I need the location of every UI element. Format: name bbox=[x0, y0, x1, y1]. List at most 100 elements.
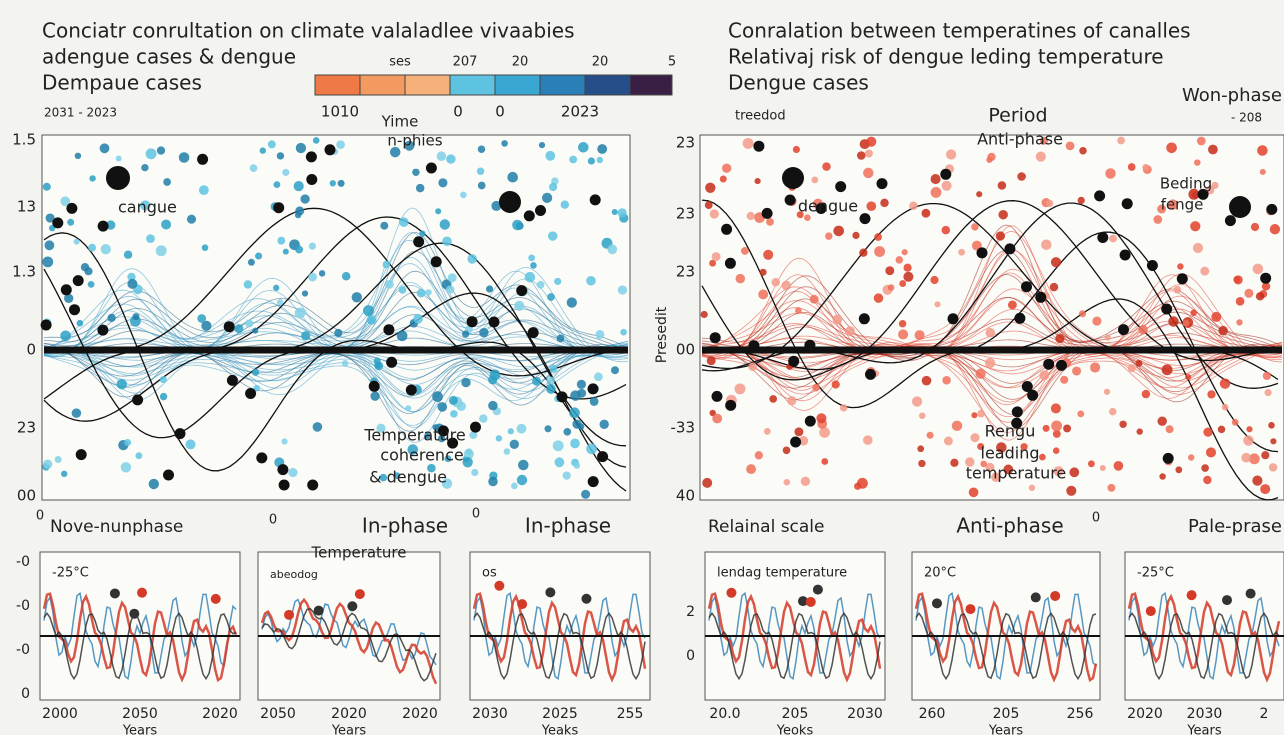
dot bbox=[594, 372, 603, 381]
annotation: dengue bbox=[798, 197, 858, 216]
dot bbox=[590, 397, 599, 406]
dot bbox=[1119, 421, 1126, 428]
x-tick-label: 2050 bbox=[122, 706, 158, 722]
black-dot bbox=[1260, 273, 1271, 284]
panel-title: Temperature bbox=[310, 544, 406, 562]
big-dot bbox=[106, 166, 130, 190]
dot bbox=[283, 249, 289, 255]
black-dot bbox=[753, 141, 764, 152]
dot bbox=[1168, 316, 1178, 326]
dot bbox=[1175, 466, 1182, 473]
dot bbox=[1153, 215, 1162, 224]
panel-label: -25°C bbox=[52, 566, 89, 581]
marker-label: 0 bbox=[472, 507, 480, 522]
dot bbox=[133, 313, 140, 320]
dot bbox=[977, 410, 985, 418]
dot bbox=[179, 152, 190, 163]
dot bbox=[367, 315, 377, 325]
dot bbox=[504, 448, 511, 455]
dot bbox=[479, 328, 488, 337]
dot bbox=[942, 226, 950, 234]
phase-label: In-phase bbox=[525, 514, 611, 538]
dot bbox=[1257, 145, 1268, 156]
dot bbox=[288, 468, 297, 477]
dot bbox=[488, 401, 497, 410]
dot bbox=[1008, 300, 1017, 309]
small-dot bbox=[1187, 590, 1197, 600]
y-tick-label: 0 bbox=[21, 686, 30, 702]
annotation: Temperature bbox=[363, 426, 465, 445]
title: Dempaue cases bbox=[42, 71, 202, 95]
black-dot bbox=[1094, 190, 1105, 201]
panel-label: lendag temperature bbox=[717, 566, 847, 581]
x-tick-label: 2000 bbox=[42, 706, 78, 722]
black-dot bbox=[1120, 250, 1131, 261]
dot bbox=[618, 285, 627, 294]
dot bbox=[1206, 447, 1216, 457]
dot bbox=[1166, 142, 1177, 153]
small-dot bbox=[517, 599, 527, 609]
dot bbox=[450, 410, 457, 417]
dot bbox=[399, 217, 409, 227]
dot bbox=[380, 222, 388, 230]
dot bbox=[187, 215, 196, 224]
colorbar-label: 207 bbox=[453, 55, 478, 70]
black-dot bbox=[1266, 204, 1277, 215]
dot bbox=[136, 452, 143, 459]
dot bbox=[1252, 475, 1262, 485]
annotation: Rengu bbox=[985, 422, 1036, 441]
dot bbox=[161, 220, 171, 230]
dot bbox=[705, 201, 713, 209]
dot bbox=[160, 376, 167, 383]
black-dot bbox=[279, 480, 290, 491]
dot bbox=[425, 289, 431, 295]
dot bbox=[859, 249, 867, 257]
dot bbox=[1017, 172, 1026, 181]
small-dot bbox=[726, 588, 736, 598]
x-axis-label: Yeaks bbox=[541, 724, 579, 735]
dot bbox=[784, 479, 791, 486]
dot bbox=[88, 244, 96, 252]
colorbar-label: 20 bbox=[512, 55, 529, 70]
x-tick-label: 205 bbox=[993, 706, 1020, 722]
black-dot bbox=[69, 304, 80, 315]
dot bbox=[970, 433, 979, 442]
dot bbox=[1066, 142, 1075, 151]
black-dot bbox=[325, 144, 336, 155]
dot bbox=[874, 293, 884, 303]
dot bbox=[1260, 484, 1270, 494]
dot bbox=[308, 273, 317, 282]
dot bbox=[822, 162, 830, 170]
dot bbox=[921, 209, 930, 218]
dot bbox=[89, 175, 95, 181]
dot bbox=[795, 307, 802, 314]
dot bbox=[825, 232, 832, 239]
small-dot bbox=[965, 604, 975, 614]
dot bbox=[156, 245, 167, 256]
dot bbox=[760, 269, 767, 276]
dot bbox=[1109, 408, 1116, 415]
dot bbox=[1256, 292, 1264, 300]
dot bbox=[517, 475, 527, 485]
black-dot bbox=[860, 213, 871, 224]
dot bbox=[277, 152, 284, 159]
x-axis-label: Yeoks bbox=[776, 724, 814, 735]
black-dot bbox=[1004, 243, 1015, 254]
dot bbox=[612, 209, 618, 215]
marker-label: 0 bbox=[1092, 511, 1100, 526]
dot bbox=[528, 255, 535, 262]
dot bbox=[1193, 243, 1203, 253]
dot bbox=[1269, 463, 1277, 471]
dot bbox=[782, 281, 792, 291]
black-dot bbox=[277, 464, 288, 475]
dot bbox=[942, 181, 952, 191]
dot bbox=[252, 369, 259, 376]
corner-label: Won-phase bbox=[1182, 85, 1282, 106]
dot bbox=[874, 246, 885, 257]
y-tick-label: -0 bbox=[16, 554, 30, 570]
x-tick-label: 2020 bbox=[1127, 706, 1163, 722]
dot bbox=[1211, 312, 1221, 322]
dot bbox=[294, 181, 304, 191]
black-dot bbox=[725, 400, 736, 411]
black-dot bbox=[859, 313, 870, 324]
